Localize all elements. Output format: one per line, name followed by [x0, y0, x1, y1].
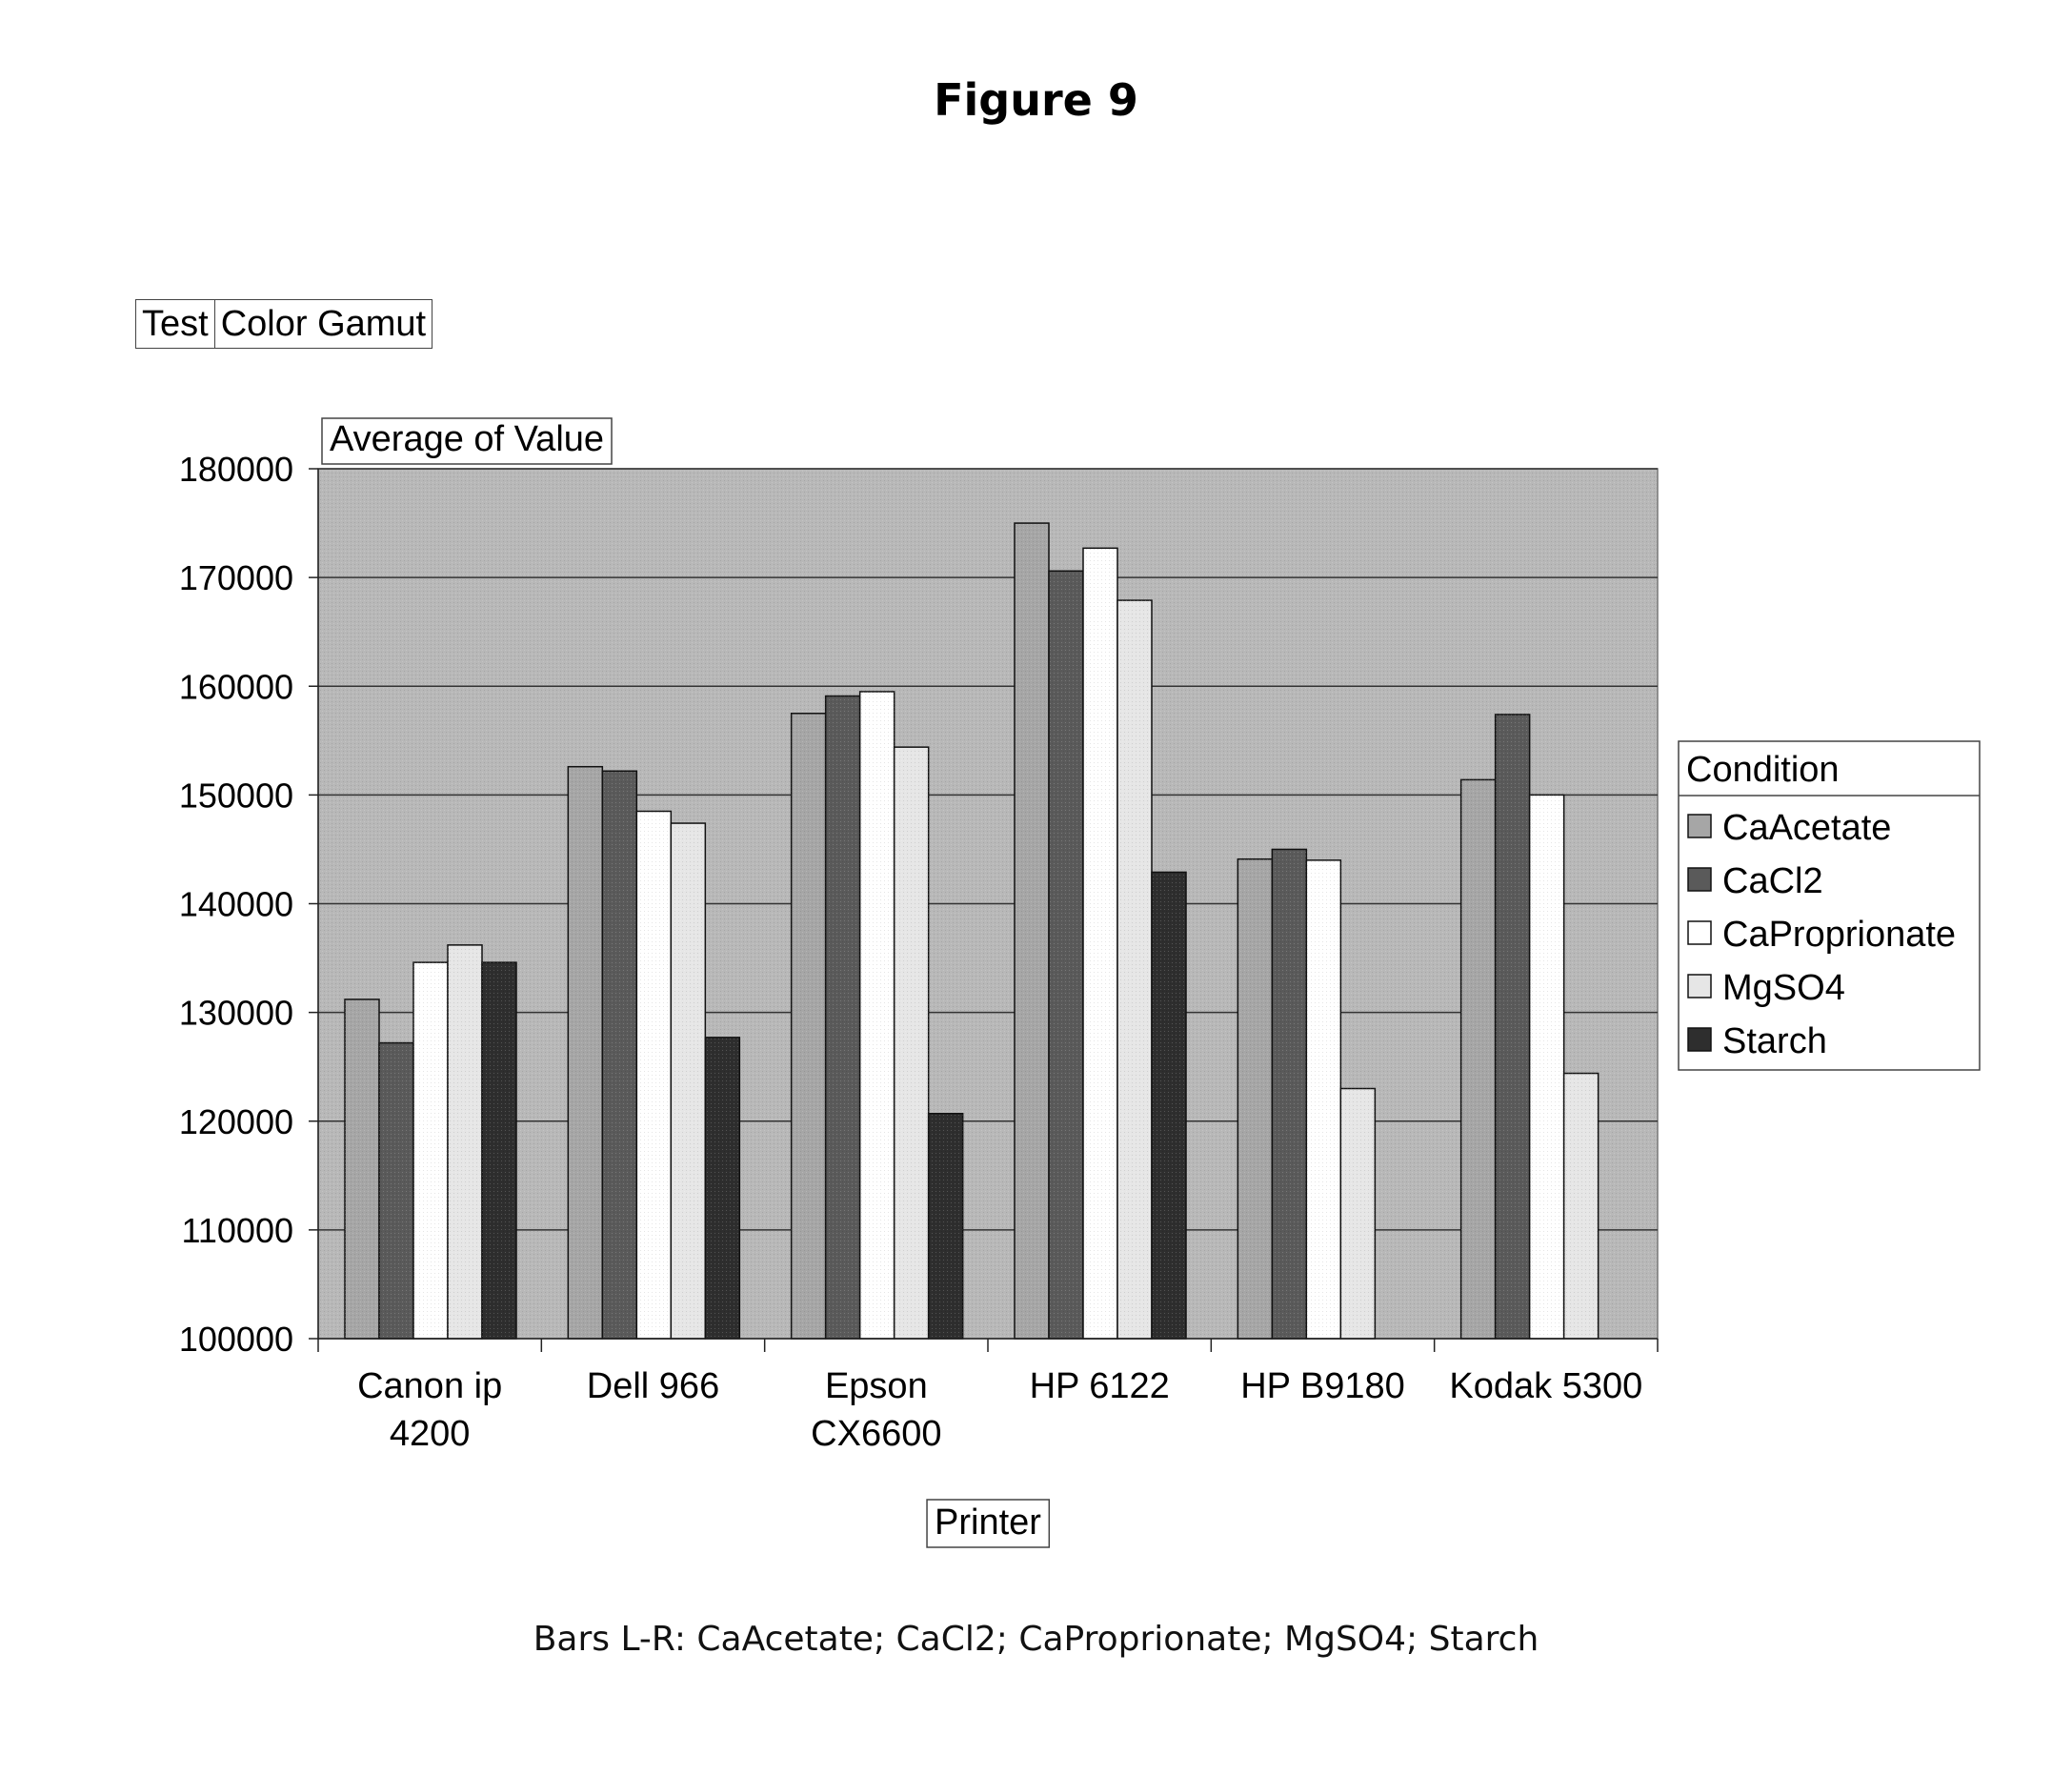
bar-chart: 100000 110000 120000 130000 140000 150000 1600… [0, 0, 2072, 1775]
legend-swatch [1688, 868, 1711, 891]
x-tick-label: Kodak 5300 [1449, 1366, 1642, 1406]
bar-texture [929, 1114, 963, 1339]
legend-label: MgSO4 [1722, 968, 1845, 1008]
bar-texture [671, 823, 705, 1339]
bar-texture [1564, 1074, 1599, 1339]
bar-texture [448, 945, 482, 1339]
y-tick-label: 180000 [179, 450, 293, 489]
bar-texture [602, 771, 636, 1339]
bar-texture [1272, 849, 1306, 1339]
bar-texture [1530, 795, 1564, 1339]
y-tick-label: 110000 [182, 1211, 293, 1250]
bar-texture [1049, 571, 1083, 1339]
legend-label: Starch [1722, 1021, 1827, 1061]
bar-texture [345, 999, 379, 1339]
y-tick-label: 140000 [179, 885, 293, 924]
bar-texture [413, 962, 448, 1339]
bar-texture [895, 747, 929, 1339]
bar-texture [826, 696, 860, 1339]
y-tick-label: 160000 [179, 667, 293, 706]
bar-texture [379, 1043, 413, 1339]
bar-texture [1117, 600, 1152, 1339]
x-tick-label: Dell 966 [587, 1366, 719, 1406]
chart-title: Average of Value [330, 419, 604, 459]
bar-texture [482, 962, 516, 1339]
x-tick-label: Epson [825, 1366, 928, 1406]
bar-texture [1306, 860, 1340, 1339]
bar-texture [1461, 779, 1496, 1339]
y-tick-label: 120000 [179, 1102, 293, 1141]
legend-label: CaAcetate [1722, 808, 1891, 848]
bar-texture [1015, 523, 1049, 1339]
y-tick-label: 150000 [179, 776, 293, 815]
x-tick-label: HP B9180 [1240, 1366, 1405, 1406]
bar-texture [1340, 1089, 1375, 1339]
bar-texture [1083, 548, 1117, 1339]
y-tick-label: 130000 [179, 994, 293, 1033]
bar-texture [1496, 715, 1530, 1339]
legend-swatch [1688, 975, 1711, 998]
bar-texture [792, 714, 826, 1339]
x-tick-label: 4200 [390, 1414, 471, 1454]
legend-swatch [1688, 921, 1711, 944]
bar-texture [1237, 859, 1272, 1339]
legend-swatch [1688, 815, 1711, 837]
bar-texture [1152, 872, 1186, 1339]
x-tick-label: HP 6122 [1030, 1366, 1170, 1406]
bar-texture [568, 767, 602, 1339]
x-axis-title: Printer [935, 1503, 1041, 1543]
x-tick-label: CX6600 [811, 1414, 941, 1454]
y-tick-label: 100000 [179, 1320, 293, 1359]
bar-texture [636, 811, 671, 1339]
legend-title: Condition [1686, 750, 1840, 790]
y-tick-label: 170000 [179, 558, 293, 597]
legend-label: CaProprionate [1722, 915, 1956, 955]
bar-texture [860, 692, 895, 1339]
x-tick-label: Canon ip [357, 1366, 502, 1406]
figure-caption: Bars L-R: CaAcetate; CaCl2; CaProprionat… [0, 1620, 2072, 1659]
legend-label: CaCl2 [1722, 861, 1823, 901]
bar-texture [705, 1038, 739, 1339]
legend-swatch [1688, 1028, 1711, 1051]
